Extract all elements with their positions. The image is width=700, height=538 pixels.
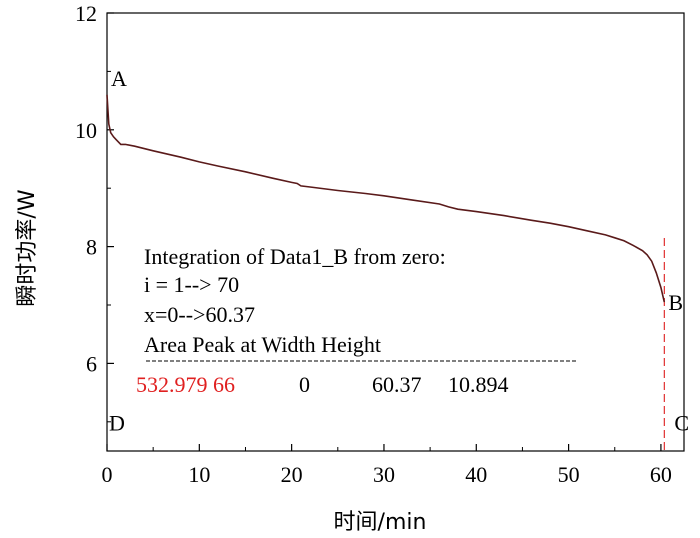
y-tick-label: 12 [75, 1, 97, 26]
plot-frame [106, 12, 685, 452]
x-tick-label: 0 [102, 462, 113, 487]
y-axis-label: 瞬时功率/W [15, 189, 40, 306]
point-label-b: B [668, 290, 683, 315]
x-axis-label: 时间/min [334, 510, 427, 535]
x-tick-label: 40 [465, 462, 487, 487]
y-axis: 6 8 10 12 [75, 1, 114, 423]
annotation-line-1: Integration of Data1_B from zero: [144, 244, 446, 269]
annotation-width-value: 60.37 [372, 372, 422, 397]
annotation-peak-value: 0 [299, 372, 310, 397]
y-tick-label: 8 [86, 235, 97, 260]
annotation-line-2: i = 1--> 70 [144, 272, 239, 297]
point-labels: A B C D [109, 66, 689, 435]
series-line [106, 94, 666, 303]
point-label-d: D [109, 410, 125, 435]
x-tick-label: 20 [281, 462, 303, 487]
x-tick-label: 30 [373, 462, 395, 487]
annotation-line-4: Area Peak at Width Height [144, 332, 381, 357]
point-label-a: A [111, 66, 127, 91]
annotation-area-value: 532.979 66 [136, 372, 235, 397]
x-tick-label: 10 [188, 462, 210, 487]
x-tick-label: 50 [558, 462, 580, 487]
point-label-c: C [674, 410, 689, 435]
annotation-line-3: x=0-->60.37 [144, 302, 255, 327]
integration-annotation: Integration of Data1_B from zero: i = 1-… [136, 244, 576, 397]
y-tick-label: 6 [86, 351, 97, 376]
x-tick-label: 60 [650, 462, 672, 487]
x-axis: 0 10 20 30 40 50 60 [102, 444, 672, 487]
y-tick-label: 10 [75, 118, 97, 143]
annotation-height-value: 10.894 [448, 372, 509, 397]
